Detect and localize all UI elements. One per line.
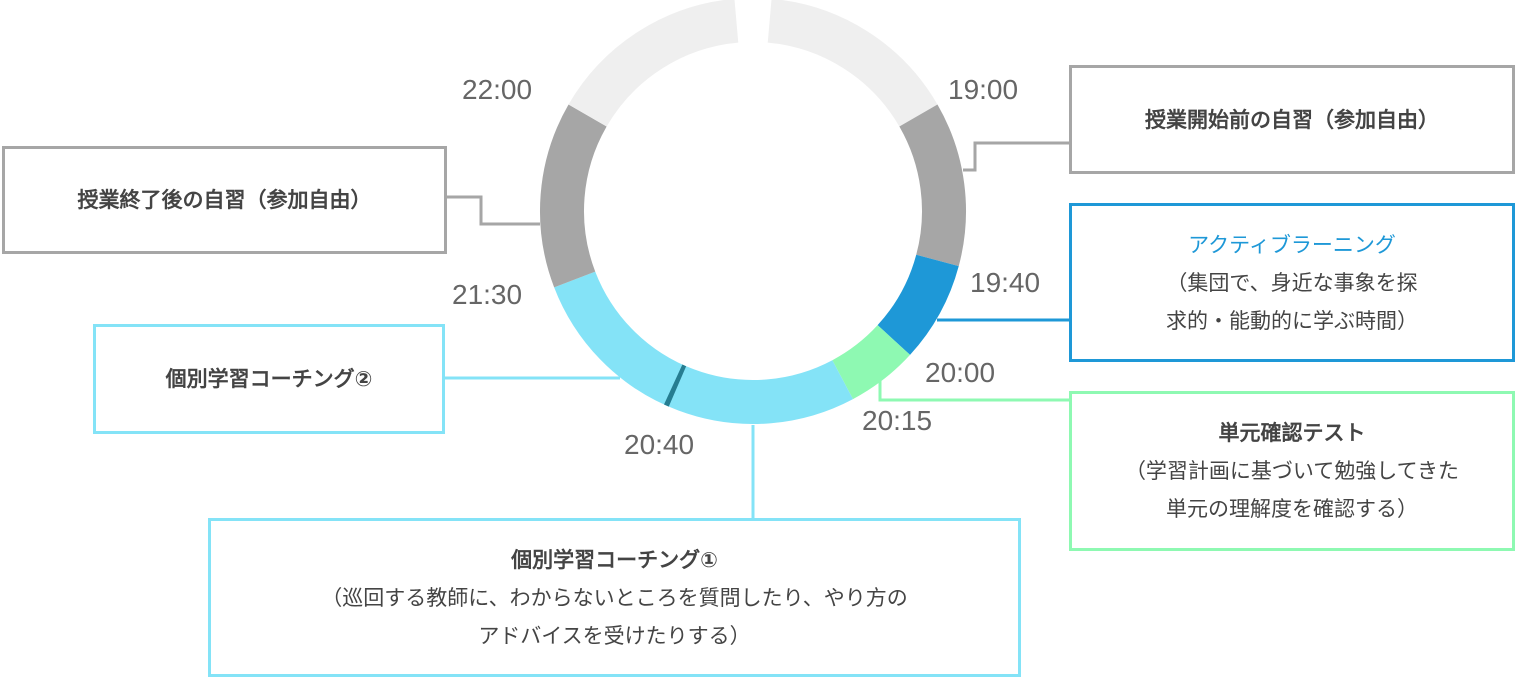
ring-segment-coaching	[554, 271, 853, 424]
post-study-title: 授業終了後の自習（参加自由）	[77, 188, 372, 212]
coaching1-desc-2: アドバイスを受けたりする）	[478, 623, 751, 648]
time-label-2015: 20:15	[862, 405, 933, 436]
coaching2-title: 個別学習コーチング②	[165, 367, 373, 391]
pre-study-box: 授業開始前の自習（参加自由）	[1069, 65, 1515, 174]
time-label-2200: 22:00	[462, 74, 533, 105]
unit-test-desc-1: （学習計画に基づいて勉強してきた	[1124, 459, 1460, 483]
time-label-1940: 19:40	[970, 267, 1041, 298]
connector-post-study	[446, 195, 540, 226]
active-learning-desc-1: （集団で、身近な事象を探	[1166, 270, 1418, 295]
ring-segment-unit-test	[831, 324, 911, 400]
active-learning-box: アクティブラーニング （集団で、身近な事象を探 求的・能動的に学ぶ時間）	[1069, 203, 1515, 362]
ring-segment-pre-study	[899, 104, 966, 267]
coaching2-box: 個別学習コーチング②	[93, 324, 445, 434]
time-label-1900: 19:00	[948, 74, 1019, 105]
time-label-2130: 21:30	[452, 279, 523, 310]
unit-test-desc-2: 単元の理解度を確認する）	[1166, 497, 1418, 521]
time-label-2040: 20:40	[624, 429, 695, 460]
connector-pre-study	[963, 141, 1069, 172]
time-label-2000: 20:00	[925, 357, 996, 388]
active-learning-desc-2: 求的・能動的に学ぶ時間）	[1166, 308, 1418, 333]
ring-segment-active-learning	[877, 254, 959, 355]
ring-divider-coaching	[663, 364, 687, 407]
ring-segment-after-class	[568, 0, 739, 127]
connector-unit-test	[878, 378, 1069, 402]
unit-test-box: 単元確認テスト （学習計画に基づいて勉強してきた 単元の理解度を確認する）	[1069, 391, 1515, 551]
unit-test-title: 単元確認テスト	[1218, 421, 1366, 445]
ring-segment-before-class	[767, 0, 938, 127]
coaching1-desc-1: （巡回する教師に、わからないところを質問したり、やり方の	[321, 585, 908, 610]
pre-study-title: 授業開始前の自習（参加自由）	[1145, 107, 1439, 132]
active-learning-title: アクティブラーニング	[1188, 232, 1396, 257]
coaching1-title: 個別学習コーチング①	[511, 547, 718, 572]
coaching1-box: 個別学習コーチング① （巡回する教師に、わからないところを質問したり、やり方の …	[208, 518, 1021, 677]
ring-segment-post-study	[540, 104, 607, 288]
post-study-box: 授業終了後の自習（参加自由）	[2, 146, 447, 254]
